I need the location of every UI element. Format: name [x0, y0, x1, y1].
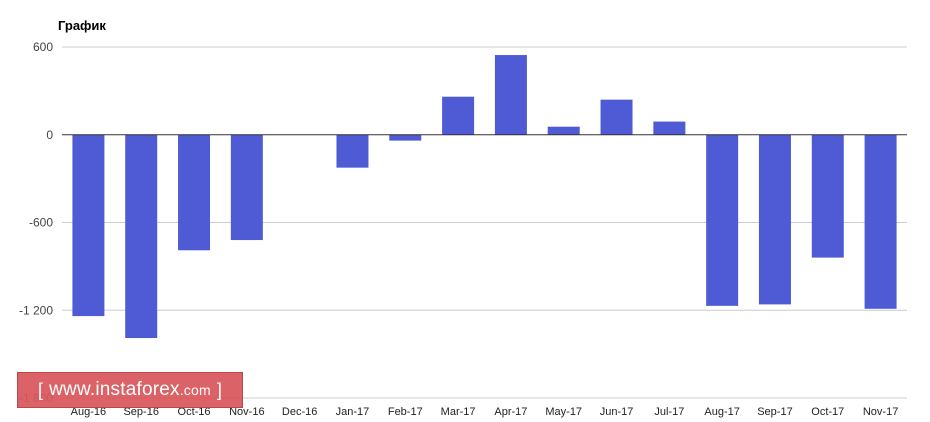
- y-tick-label: 0: [46, 128, 53, 142]
- bar: [125, 134, 158, 339]
- watermark-domain: .com: [179, 382, 211, 398]
- x-tick-label: Dec-16: [282, 406, 317, 418]
- x-tick-label: Apr-17: [494, 406, 527, 418]
- x-tick-label: Feb-17: [388, 406, 423, 418]
- x-tick-label: Nov-17: [863, 406, 898, 418]
- bar: [230, 134, 263, 241]
- x-axis-labels: Aug-16 Sep-16 Oct-16 Nov-16 Dec-16 Jan-17 Feb-…: [71, 406, 899, 418]
- chart-title: График: [58, 18, 106, 33]
- bar: [653, 121, 686, 135]
- x-tick-label: Oct-16: [178, 406, 211, 418]
- x-tick-label: Oct-17: [811, 406, 844, 418]
- x-tick-label: Nov-16: [229, 406, 264, 418]
- x-tick-label: Jun-17: [600, 406, 634, 418]
- x-tick-label: Sep-16: [123, 406, 158, 418]
- x-tick-label: Mar-17: [441, 406, 476, 418]
- watermark-open-bracket: [: [37, 379, 44, 400]
- y-tick-label: -1 200: [19, 303, 53, 317]
- bar: [336, 134, 369, 168]
- bar: [72, 134, 105, 317]
- bar: [547, 126, 580, 135]
- instaforex-watermark: [ www.instaforex .com ]: [17, 372, 243, 408]
- bar: [811, 134, 844, 258]
- y-tick-label: 600: [33, 40, 53, 54]
- bar: [864, 134, 897, 309]
- watermark-text: www.instaforex: [49, 379, 180, 400]
- y-tick-label: -600: [29, 216, 53, 230]
- bar: [178, 134, 211, 251]
- x-tick-label: Aug-17: [704, 406, 739, 418]
- bar: [494, 55, 527, 135]
- bars: [72, 55, 897, 339]
- bar: [389, 134, 422, 141]
- x-tick-label: Aug-16: [71, 406, 106, 418]
- bar: [706, 134, 739, 306]
- bar: [600, 99, 633, 135]
- x-tick-label: Jan-17: [336, 406, 370, 418]
- bar: [758, 134, 791, 305]
- bar: [442, 96, 475, 135]
- watermark-close-bracket: ]: [216, 379, 223, 400]
- x-tick-label: Sep-17: [757, 406, 792, 418]
- x-tick-label: May-17: [545, 406, 582, 418]
- x-tick-label: Jul-17: [654, 406, 684, 418]
